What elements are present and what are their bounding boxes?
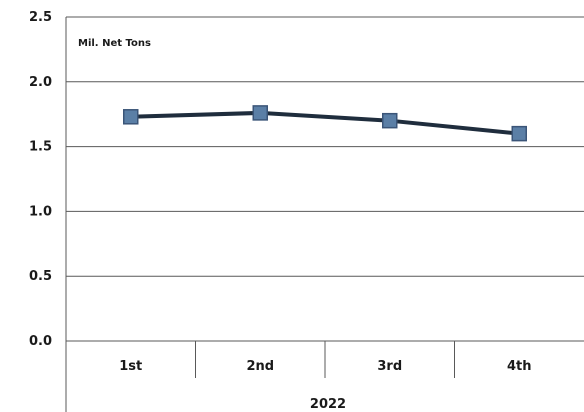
series-group bbox=[123, 105, 527, 142]
data-point-marker bbox=[123, 109, 139, 125]
category-label: 1st bbox=[119, 359, 142, 374]
series-line bbox=[128, 110, 522, 136]
group-label: 2022 bbox=[310, 397, 346, 412]
unit-label: Mil. Net Tons bbox=[78, 38, 151, 49]
category-label: 2nd bbox=[246, 359, 274, 374]
y-tick-label: 2.0 bbox=[29, 75, 52, 90]
y-tick-label: 0.0 bbox=[29, 334, 52, 349]
y-tick-label: 2.5 bbox=[29, 10, 52, 25]
category-labels: 1st 2nd 3rd 4th bbox=[119, 359, 531, 374]
data-point-marker bbox=[511, 125, 527, 142]
data-point-marker bbox=[252, 105, 268, 121]
y-tick-label: 1.5 bbox=[29, 140, 52, 155]
category-label: 3rd bbox=[377, 359, 402, 374]
category-label: 4th bbox=[507, 359, 532, 374]
data-point-marker bbox=[382, 112, 398, 129]
y-tick-label: 1.0 bbox=[29, 204, 52, 219]
gridlines bbox=[66, 16, 584, 342]
axes bbox=[65, 17, 455, 412]
y-tick-label: 0.5 bbox=[29, 269, 52, 284]
y-tick-labels: 0.0 0.5 1.0 1.5 2.0 2.5 bbox=[29, 10, 52, 349]
